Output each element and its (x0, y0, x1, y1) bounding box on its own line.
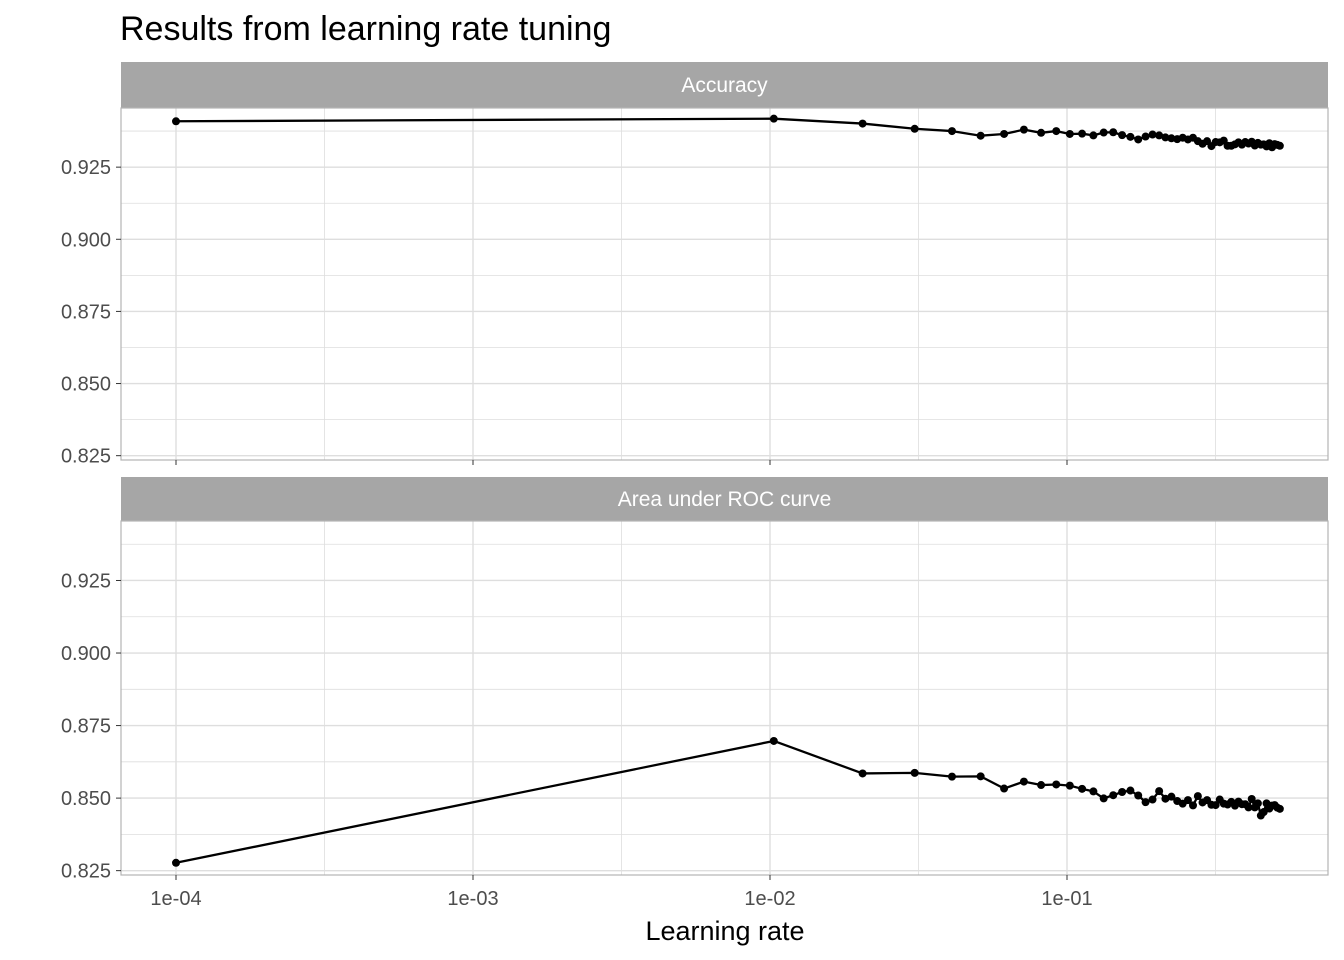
data-point (1052, 780, 1061, 789)
data-point (1052, 127, 1061, 136)
data-point (1141, 132, 1150, 141)
data-point (1148, 130, 1157, 139)
y-tick-label: 0.850 (61, 374, 111, 396)
y-tick-label: 0.875 (61, 301, 111, 323)
data-point (1000, 784, 1009, 793)
data-point (1078, 784, 1087, 793)
data-point (910, 768, 919, 777)
data-point (948, 772, 956, 781)
y-tick-label: 0.900 (61, 643, 111, 665)
data-point (1109, 128, 1118, 137)
data-point (1193, 792, 1202, 801)
plot-background (121, 108, 1328, 460)
data-point (1078, 129, 1087, 138)
y-tick-label: 0.825 (61, 861, 111, 883)
data-point (1065, 129, 1074, 138)
data-point (976, 772, 985, 781)
data-point (769, 736, 778, 745)
data-point (1019, 777, 1028, 786)
data-point (1155, 131, 1164, 140)
data-point (1211, 801, 1220, 810)
y-tick-label: 0.825 (61, 446, 111, 468)
data-point (858, 119, 867, 128)
facet-panel: Accuracy 0.825 0.850 0.875 0.900 0.925 (61, 62, 1329, 468)
data-point (1275, 141, 1284, 150)
data-point (172, 858, 180, 867)
data-point (769, 114, 778, 123)
data-point (1148, 795, 1157, 804)
x-tick-label: 1e-01 (1041, 888, 1092, 910)
data-point (976, 131, 985, 140)
data-point (1155, 787, 1164, 796)
data-point (858, 769, 867, 778)
data-point (1019, 125, 1028, 134)
facet-strip (121, 477, 1328, 521)
data-point (1253, 799, 1262, 808)
data-point (1189, 801, 1197, 810)
panel-border (120, 107, 1329, 461)
x-tick-label: 1e-03 (447, 888, 498, 910)
chart-title: Results from learning rate tuning (120, 10, 611, 48)
facet-strip-label: Area under ROC curve (618, 488, 832, 511)
data-point (910, 124, 919, 133)
y-tick-label: 0.925 (61, 570, 111, 592)
panel-border (120, 520, 1329, 876)
y-tick-label: 0.875 (61, 716, 111, 738)
plot-background (121, 521, 1328, 875)
facet-strip (121, 62, 1328, 108)
y-tick-label: 0.925 (61, 157, 111, 179)
data-point (1161, 133, 1170, 142)
y-tick-label: 0.900 (61, 229, 111, 251)
x-tick-label: 1e-04 (150, 888, 201, 910)
data-point (1134, 791, 1143, 800)
data-point (1099, 794, 1108, 803)
data-point (1065, 781, 1074, 790)
data-point (1141, 798, 1150, 807)
data-point (1183, 796, 1192, 805)
facet-panel: Area under ROC curve 0.825 0.850 0.875 0.900… (61, 477, 1329, 883)
data-point (1089, 787, 1098, 796)
data-point (1126, 132, 1135, 141)
data-point (1275, 804, 1284, 813)
data-point (1037, 781, 1046, 790)
data-point (172, 117, 180, 126)
x-tick-labels: 1e-04 1e-03 1e-02 1e-01 (150, 888, 1092, 910)
data-point (1247, 794, 1256, 803)
data-point (1134, 135, 1143, 144)
data-point (1099, 128, 1108, 137)
data-point (1126, 786, 1135, 795)
facet-strip-label: Accuracy (681, 74, 768, 97)
data-point (1109, 791, 1118, 800)
data-point (1161, 794, 1170, 803)
data-point (1037, 128, 1046, 137)
data-point (1118, 131, 1127, 140)
data-point (1000, 129, 1009, 138)
data-point (1118, 788, 1127, 797)
data-point (948, 127, 956, 136)
data-point (1167, 792, 1176, 801)
data-point (1089, 131, 1098, 140)
x-axis-title: Learning rate (645, 916, 804, 946)
data-point (1244, 803, 1253, 812)
y-tick-label: 0.850 (61, 788, 111, 810)
x-tick-label: 1e-02 (744, 888, 795, 910)
